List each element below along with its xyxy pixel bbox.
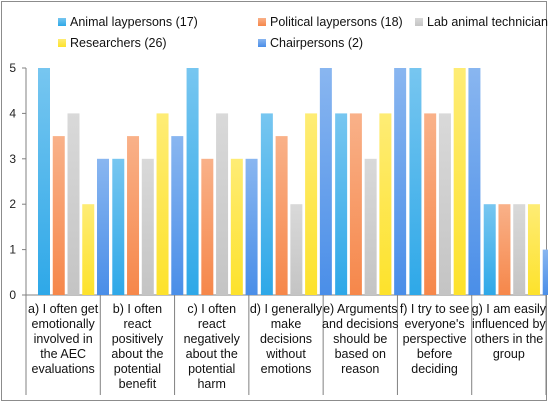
category-label: g) I am easily influenced by others in the… (472, 302, 547, 361)
legend-swatch (415, 18, 423, 26)
bar (349, 113, 362, 296)
bar (498, 204, 511, 295)
bar (513, 204, 526, 295)
bars (38, 68, 548, 296)
category-label: d) I generally make decisions without emotio… (250, 302, 323, 376)
category-label: c) I often react negatively about the potent… (184, 302, 241, 391)
y-tick-label: 3 (9, 152, 16, 166)
bar (171, 136, 184, 295)
legend-label: Animal laypersons (17) (70, 15, 198, 29)
legend-label: Political laypersons (18) (270, 15, 403, 29)
bar (438, 113, 451, 296)
category-label: b) I often react positively about the potent… (111, 302, 164, 391)
bar (483, 204, 496, 295)
bar (305, 113, 318, 296)
legend-label: Chairpersons (2) (270, 36, 363, 50)
bar (335, 113, 348, 296)
bar (97, 158, 109, 295)
legend-label: Researchers (26) (70, 36, 167, 50)
bar (468, 68, 481, 295)
bar (245, 158, 258, 295)
y-tick-label: 4 (9, 106, 16, 120)
bar (527, 204, 540, 295)
bar (379, 113, 392, 296)
legend: Animal laypersons (17) Political layperso… (58, 15, 548, 50)
bar (319, 68, 332, 295)
category-label: f) I try to see everyone's perspective befo… (400, 302, 470, 376)
bar (82, 204, 95, 295)
bar (112, 158, 125, 295)
y-tick-label: 1 (9, 243, 16, 257)
bar (127, 136, 140, 295)
legend-label: Lab animal technicians (5) (427, 15, 548, 29)
legend-swatch (258, 39, 266, 47)
bar (52, 136, 65, 295)
bar (290, 204, 303, 295)
legend-swatch (58, 18, 66, 26)
bar (364, 158, 377, 295)
category-labels: a) I often get emotionally involved in the … (28, 302, 547, 391)
y-tick-label: 2 (9, 197, 16, 211)
bar (260, 113, 273, 296)
bar (156, 113, 169, 296)
category-label: a) I often get emotionally involved in the … (28, 302, 99, 376)
bar (394, 68, 407, 295)
bar (453, 68, 466, 295)
bar (186, 68, 199, 295)
bar (38, 68, 50, 295)
bar (275, 136, 288, 295)
y-tick-label: 0 (9, 288, 16, 302)
bar (230, 158, 243, 295)
bar (201, 158, 214, 295)
y-tick-label: 5 (9, 61, 16, 75)
legend-swatch (258, 18, 266, 26)
bar (542, 249, 548, 295)
bar (424, 113, 437, 296)
category-label: e) Arguments and decisions should be based … (322, 302, 398, 376)
bar (141, 158, 154, 295)
bar (409, 68, 422, 295)
bar (67, 113, 80, 296)
bar (216, 113, 229, 296)
legend-swatch (58, 39, 66, 47)
